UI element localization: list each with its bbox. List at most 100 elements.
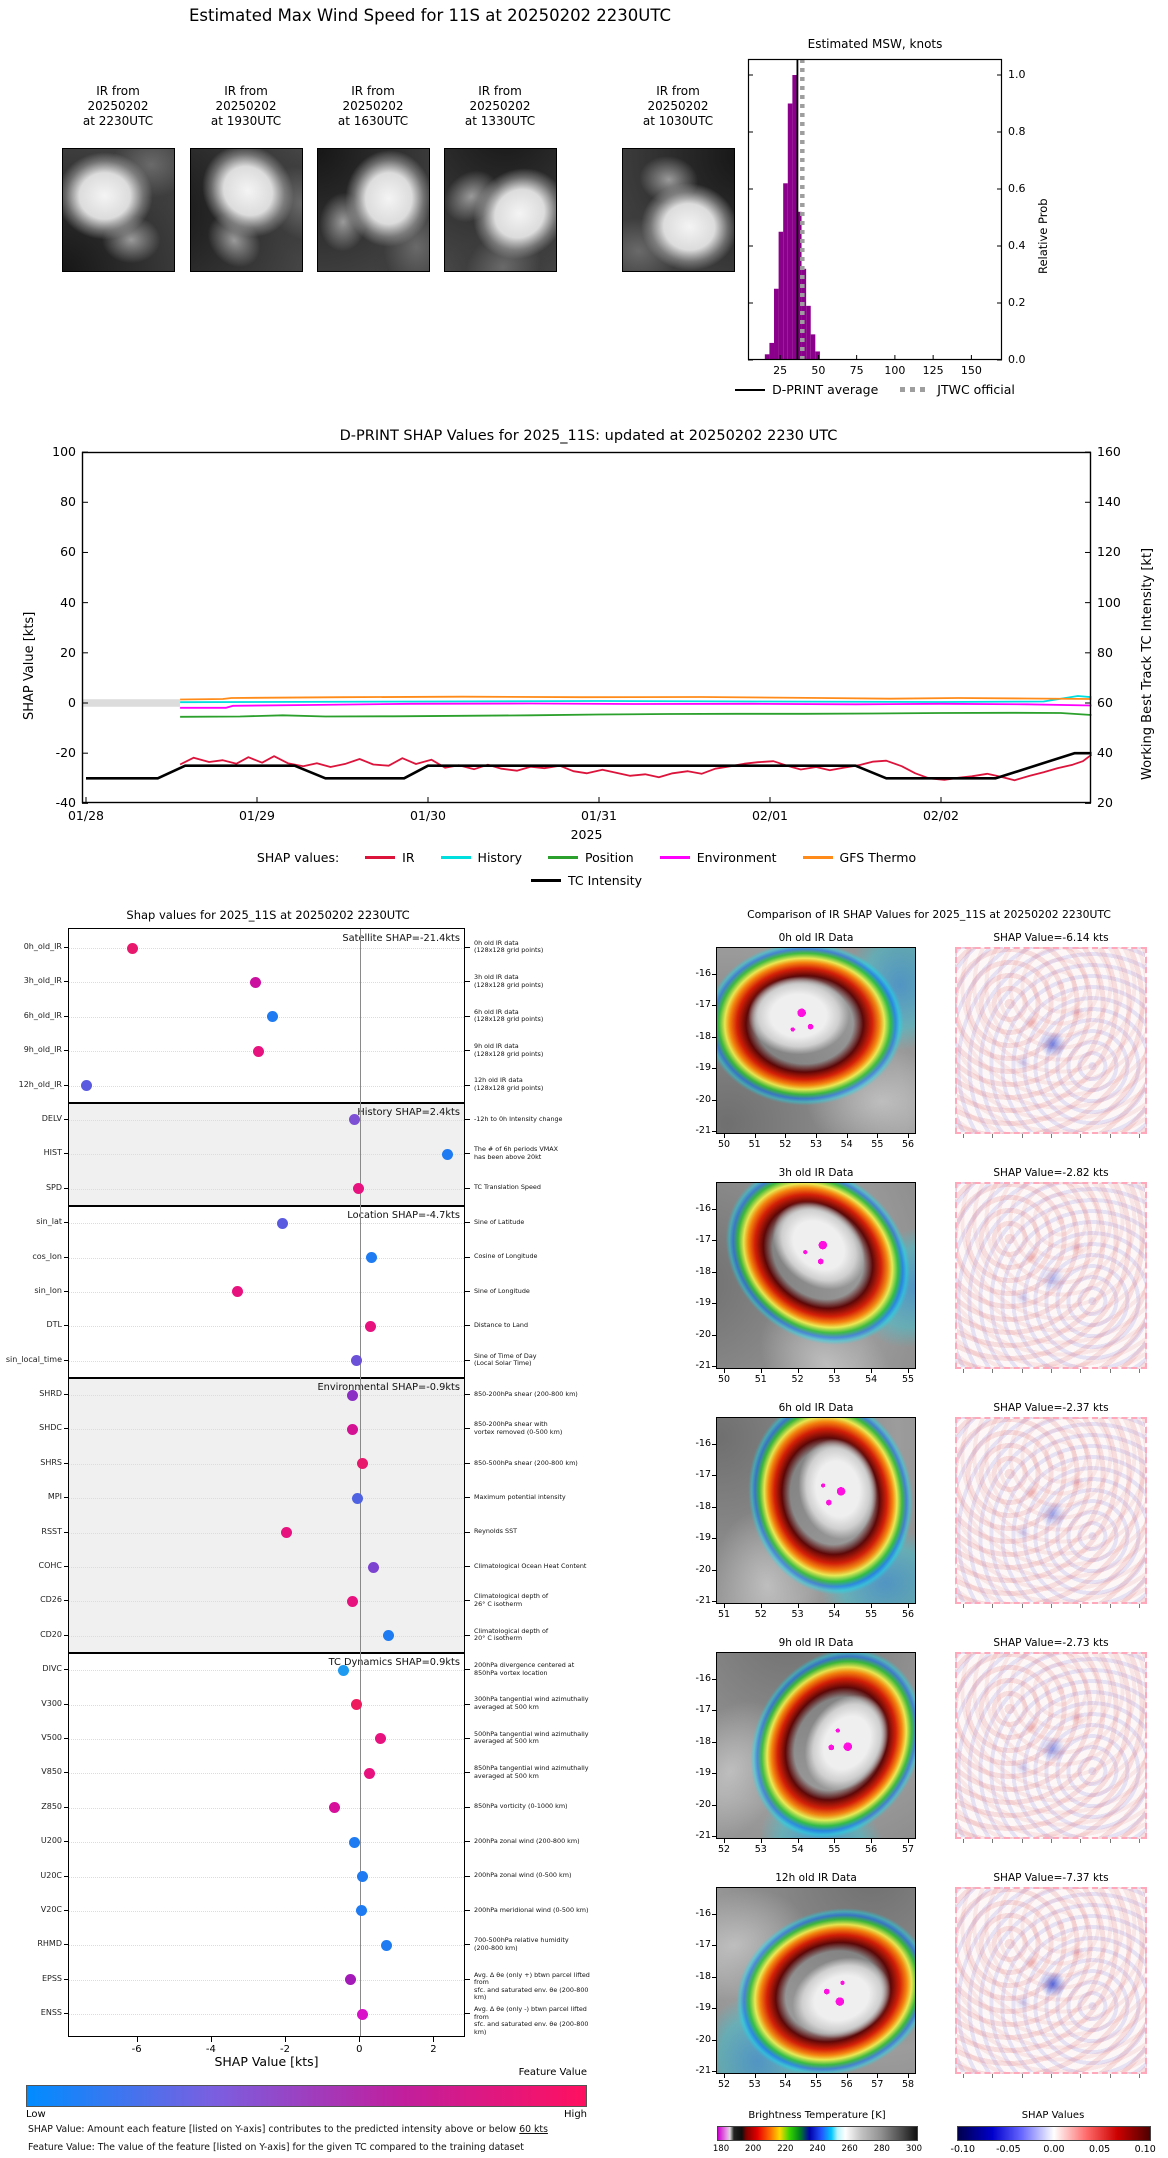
row-gridline <box>69 1188 464 1190</box>
feature-tick <box>64 947 68 948</box>
desc-tick <box>465 1772 470 1774</box>
timeseries-xtick: 01/29 <box>238 808 276 823</box>
shap-dot-Z850 <box>328 1802 340 1814</box>
feature-label-RSST: RSST <box>41 1526 62 1536</box>
shap-dot-RSST <box>280 1527 292 1539</box>
histogram-bar <box>796 211 802 360</box>
section-divider-line <box>68 1651 465 1654</box>
feature-tick <box>64 1290 68 1292</box>
feature-desc-Z850: 850hPa vorticity (0-1000 km) <box>474 1802 568 1811</box>
feature-label-Z850: Z850 <box>41 1801 62 1811</box>
map-xtick-mark <box>908 1604 909 1608</box>
shap-xtick-mark <box>963 2074 964 2078</box>
shap-dot-RHMD <box>380 1939 392 1951</box>
map-ytick-mark <box>712 1240 716 1242</box>
footnote-text: SHAP Value: Amount each feature [listed … <box>28 2124 520 2135</box>
shap-xtick-mark <box>963 1369 964 1373</box>
feature-desc-V300: 300hPa tangential wind azimuthally avera… <box>474 1695 589 1712</box>
row-gridline <box>69 982 464 984</box>
shap-row-title: SHAP Value=-6.14 kts <box>993 932 1109 944</box>
series-position <box>180 711 1092 718</box>
map-xtick: 54 <box>779 2079 792 2090</box>
map-ytick: -20 <box>695 1563 711 1575</box>
solid-line-icon <box>735 388 766 391</box>
shap-row-title: SHAP Value=-2.37 kts <box>993 1402 1109 1414</box>
map-xtick-mark <box>760 1839 762 1843</box>
shap-colorbar-tick: -0.05 <box>996 2144 1021 2155</box>
timeseries-ytick-right: 60 <box>1097 695 1113 710</box>
map-xtick: 57 <box>871 2079 884 2090</box>
map-ytick-mark <box>712 1506 716 1508</box>
timeseries-ytick-left: 60 <box>60 544 76 560</box>
feature-tick <box>64 2013 68 2015</box>
legend-label: IR <box>402 850 415 865</box>
map-ytick-mark <box>712 1773 716 1775</box>
map-xtick-mark <box>908 2074 909 2078</box>
ir-data-image-2 <box>716 1417 916 1604</box>
shap-colorbar-tick: 0.05 <box>1089 2144 1111 2155</box>
legend-item-dprint-average: D-PRINT average <box>735 382 878 397</box>
bt-colorbar-tick: 240 <box>809 2144 826 2154</box>
row-gridline <box>69 1154 464 1156</box>
map-xtick: 53 <box>809 1139 823 1150</box>
timeseries-xtick: 02/02 <box>922 808 960 823</box>
shap-xtick-mark <box>1051 1604 1052 1608</box>
feature-tick <box>64 1084 68 1086</box>
map-ytick-mark <box>712 1303 716 1305</box>
section-label: Location SHAP=-4.7kts <box>347 1209 460 1221</box>
shap-dot-V500 <box>375 1733 387 1745</box>
legend-label: D-PRINT average <box>772 382 879 397</box>
map-xtick: 52 <box>717 1844 731 1855</box>
desc-tick <box>465 1944 470 1946</box>
timeseries-ytick-right: 80 <box>1097 644 1113 660</box>
row-gridline <box>69 1119 464 1121</box>
map-ytick: -18 <box>695 1500 711 1512</box>
row-gridline <box>69 1910 464 1912</box>
timeseries-title: D-PRINT SHAP Values for 2025_11S: update… <box>339 428 838 444</box>
map-ytick: -17 <box>695 1469 711 1481</box>
shap-xtick-mark <box>1021 1839 1023 1843</box>
shap-dot-3h_old_IR <box>250 976 262 988</box>
feature-tick <box>64 1325 68 1327</box>
feature-tick <box>64 1875 68 1877</box>
shap-dot-sin_lat <box>276 1217 288 1229</box>
feature-desc-U200: 200hPa zonal wind (200-800 km) <box>474 1836 580 1845</box>
desc-tick <box>465 1841 470 1843</box>
shap-row-title: SHAP Value=-2.82 kts <box>993 1167 1109 1179</box>
feature-label-MPI: MPI <box>47 1492 62 1502</box>
shap-row-title: SHAP Value=-7.37 kts <box>993 1872 1109 1884</box>
map-xtick: 51 <box>754 1374 767 1385</box>
row-gridline <box>69 1670 464 1672</box>
brightness-temperature-colorbar <box>717 2126 918 2141</box>
histogram-ytick: 0.6 <box>1008 182 1026 195</box>
row-gridline <box>69 1498 464 1500</box>
timeseries-ytick-right: 100 <box>1097 594 1121 610</box>
row-gridline <box>69 1360 464 1362</box>
map-xtick: 55 <box>865 1609 878 1620</box>
desc-tick <box>465 981 470 983</box>
shap-dot-SPD <box>352 1183 364 1195</box>
map-ytick-mark <box>712 1271 716 1273</box>
series-gfs-thermo <box>180 695 1092 701</box>
histogram-xtick: 50 <box>811 364 826 377</box>
feature-desc-SHRS: 850-500hPa shear (200-800 km) <box>474 1458 578 1467</box>
section-divider-line <box>68 1204 465 1207</box>
timeseries-svg <box>81 451 1093 804</box>
histogram-xtick: 125 <box>922 364 944 377</box>
row-gridline <box>69 948 464 949</box>
zero-line <box>360 929 362 2036</box>
shap-xtick-mark <box>1109 1134 1111 1138</box>
histogram-xtick: 25 <box>773 364 788 377</box>
dotplot-title: Shap values for 2025_11S at 20250202 223… <box>126 908 410 922</box>
map-xtick: 50 <box>717 1374 731 1385</box>
shap-value-image-3 <box>955 1652 1147 1839</box>
map-ytick-mark <box>712 2008 716 2010</box>
legend-label: Position <box>585 850 634 865</box>
feature-label-sin_lon: sin_lon <box>34 1285 62 1295</box>
feature-label-ENSS: ENSS <box>40 2008 62 2018</box>
line-swatch-icon <box>659 856 690 859</box>
timeseries-ytick-right: 40 <box>1097 745 1113 761</box>
desc-tick <box>465 1153 470 1155</box>
feature-desc-SPD: TC Translation Speed <box>474 1183 541 1192</box>
map-ytick-mark <box>712 1679 716 1680</box>
